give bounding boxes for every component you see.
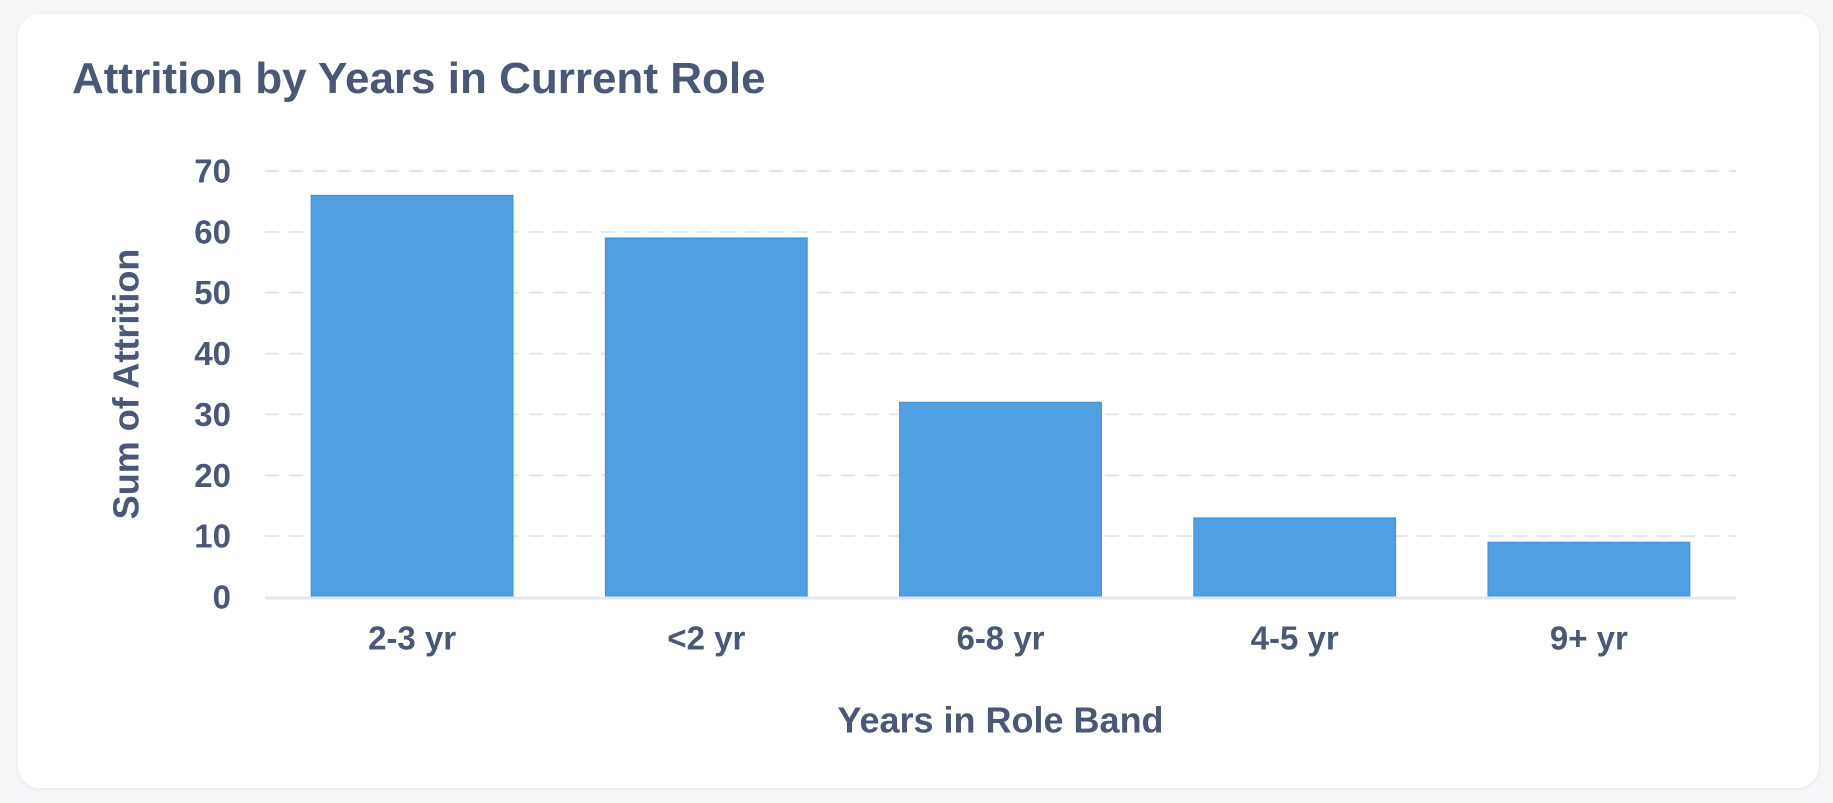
- y-tick-label: 60: [194, 213, 231, 250]
- bars: [310, 194, 1691, 598]
- y-tick-label: 40: [194, 335, 231, 372]
- x-tick-label: 9+ yr: [1550, 620, 1628, 657]
- y-tick-label: 20: [194, 457, 231, 494]
- chart-title: Attrition by Years in Current Role: [72, 54, 766, 103]
- y-axis-label: Sum of Attrition: [106, 249, 147, 520]
- bar-chart: 0 10 20 30 40 50 60 70 2-3 yr <2 yr 6-8 yr 4-5 yr 9…: [106, 153, 1736, 741]
- y-tick-label: 0: [213, 579, 231, 616]
- x-tick-label: <2 yr: [667, 620, 745, 657]
- x-tick-label: 2-3 yr: [368, 620, 456, 657]
- x-tick-label: 4-5 yr: [1251, 620, 1339, 657]
- y-tick-label: 10: [194, 518, 231, 555]
- bar: [1193, 517, 1397, 598]
- bar: [604, 237, 808, 598]
- chart-card: Attrition by Years in Current Role 0 10 20…: [18, 14, 1819, 788]
- y-tick-label: 30: [194, 396, 231, 433]
- x-axis-label: Years in Role Band: [837, 700, 1163, 741]
- x-tick-label: 6-8 yr: [956, 620, 1044, 657]
- y-axis-ticks: 0 10 20 30 40 50 60 70: [194, 153, 231, 616]
- bar: [899, 401, 1102, 598]
- y-tick-label: 70: [194, 153, 231, 190]
- y-tick-label: 50: [194, 274, 231, 311]
- x-axis-ticks: 2-3 yr <2 yr 6-8 yr 4-5 yr 9+ yr: [368, 620, 1628, 657]
- bar: [1487, 541, 1691, 598]
- bar: [310, 194, 514, 598]
